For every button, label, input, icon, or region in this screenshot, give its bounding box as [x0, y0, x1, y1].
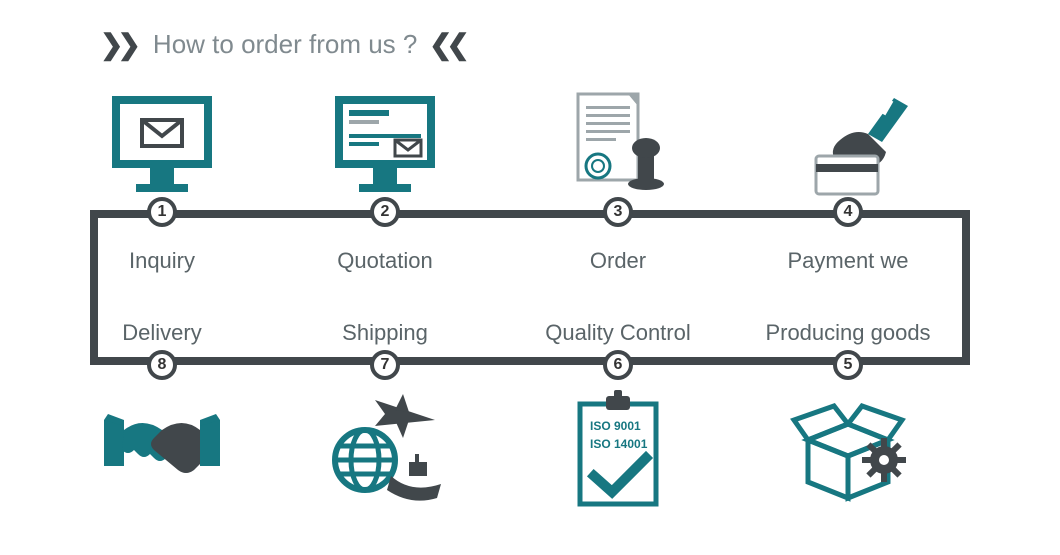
step-label-4: Payment we — [787, 248, 908, 274]
producing-icon — [788, 390, 908, 510]
step-label-7: Shipping — [342, 320, 428, 346]
step-label-1: Inquiry — [129, 248, 195, 274]
quality-icon — [558, 390, 678, 510]
quotation-icon — [325, 88, 445, 208]
order-icon — [558, 88, 678, 208]
process-diagram: 1Inquiry2Quotation3Order4Payment we8Deli… — [0, 0, 1060, 555]
step-label-8: Delivery — [122, 320, 201, 346]
inquiry-icon — [102, 88, 222, 208]
delivery-icon — [102, 390, 222, 510]
step-number-6: 6 — [603, 350, 633, 380]
payment-icon — [788, 88, 908, 208]
step-number-5: 5 — [833, 350, 863, 380]
step-number-7: 7 — [370, 350, 400, 380]
shipping-icon — [325, 390, 445, 510]
step-label-6: Quality Control — [545, 320, 691, 346]
step-label-3: Order — [590, 248, 646, 274]
step-label-5: Producing goods — [765, 320, 930, 346]
step-label-2: Quotation — [337, 248, 432, 274]
step-number-8: 8 — [147, 350, 177, 380]
